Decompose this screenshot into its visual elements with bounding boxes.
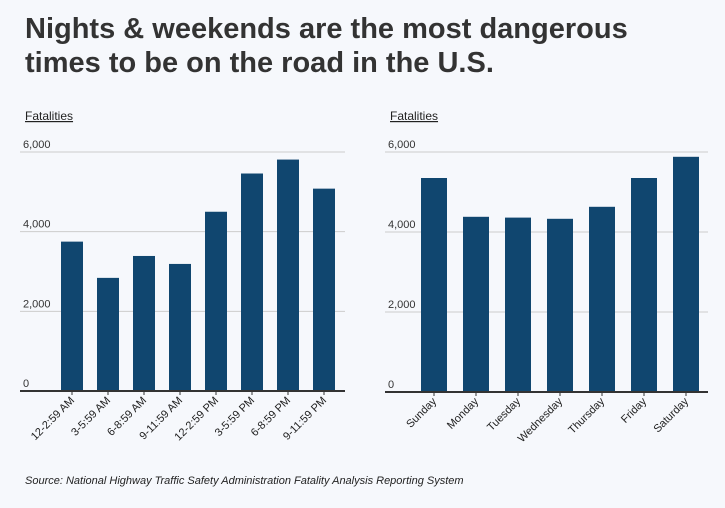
bar-9-11-59-pm <box>313 188 335 391</box>
y-tick-label: 6,000 <box>388 139 416 151</box>
bar-sunday <box>421 178 447 392</box>
y-tick-label: 0 <box>23 378 29 390</box>
y-tick-label: 6,000 <box>23 139 51 151</box>
bar-3-5-59-am <box>97 277 119 391</box>
bar-saturday <box>673 156 699 392</box>
bar-monday <box>463 216 489 392</box>
x-tick-label: Sunday <box>404 395 439 430</box>
x-tick-label: Thursday <box>566 395 607 436</box>
y-axis-label: Fatalities <box>390 109 438 123</box>
bar-6-8-59-am <box>133 255 155 391</box>
bar-12-2-59-pm <box>205 211 227 391</box>
source-note: Source: National Highway Traffic Safety … <box>25 475 464 487</box>
bar-thursday <box>589 206 615 392</box>
bar-6-8-59-pm <box>277 159 299 391</box>
y-tick-label: 2,000 <box>388 299 416 311</box>
y-axis-label: Fatalities <box>25 109 73 123</box>
y-tick-label: 4,000 <box>388 219 416 231</box>
chart-title: Nights & weekends are the most dangerous… <box>25 13 628 79</box>
bar-wednesday <box>547 218 573 392</box>
bar-tuesday <box>505 217 531 392</box>
y-tick-label: 2,000 <box>23 298 51 310</box>
y-tick-label: 4,000 <box>23 219 51 231</box>
bar-12-2-59-am <box>61 241 83 391</box>
bar-friday <box>631 178 657 392</box>
bar-9-11-59-am <box>169 263 191 391</box>
bar-3-5-59-pm <box>241 173 263 391</box>
x-tick-label: Wednesday <box>516 395 566 445</box>
x-tick-label: Saturday <box>652 395 692 435</box>
x-tick-label: Friday <box>619 395 649 425</box>
x-tick-label: Tuesday <box>485 395 523 433</box>
y-tick-label: 0 <box>388 379 394 391</box>
x-tick-label: 12-2:59 AM <box>29 395 77 443</box>
x-tick-label: Monday <box>445 395 482 432</box>
